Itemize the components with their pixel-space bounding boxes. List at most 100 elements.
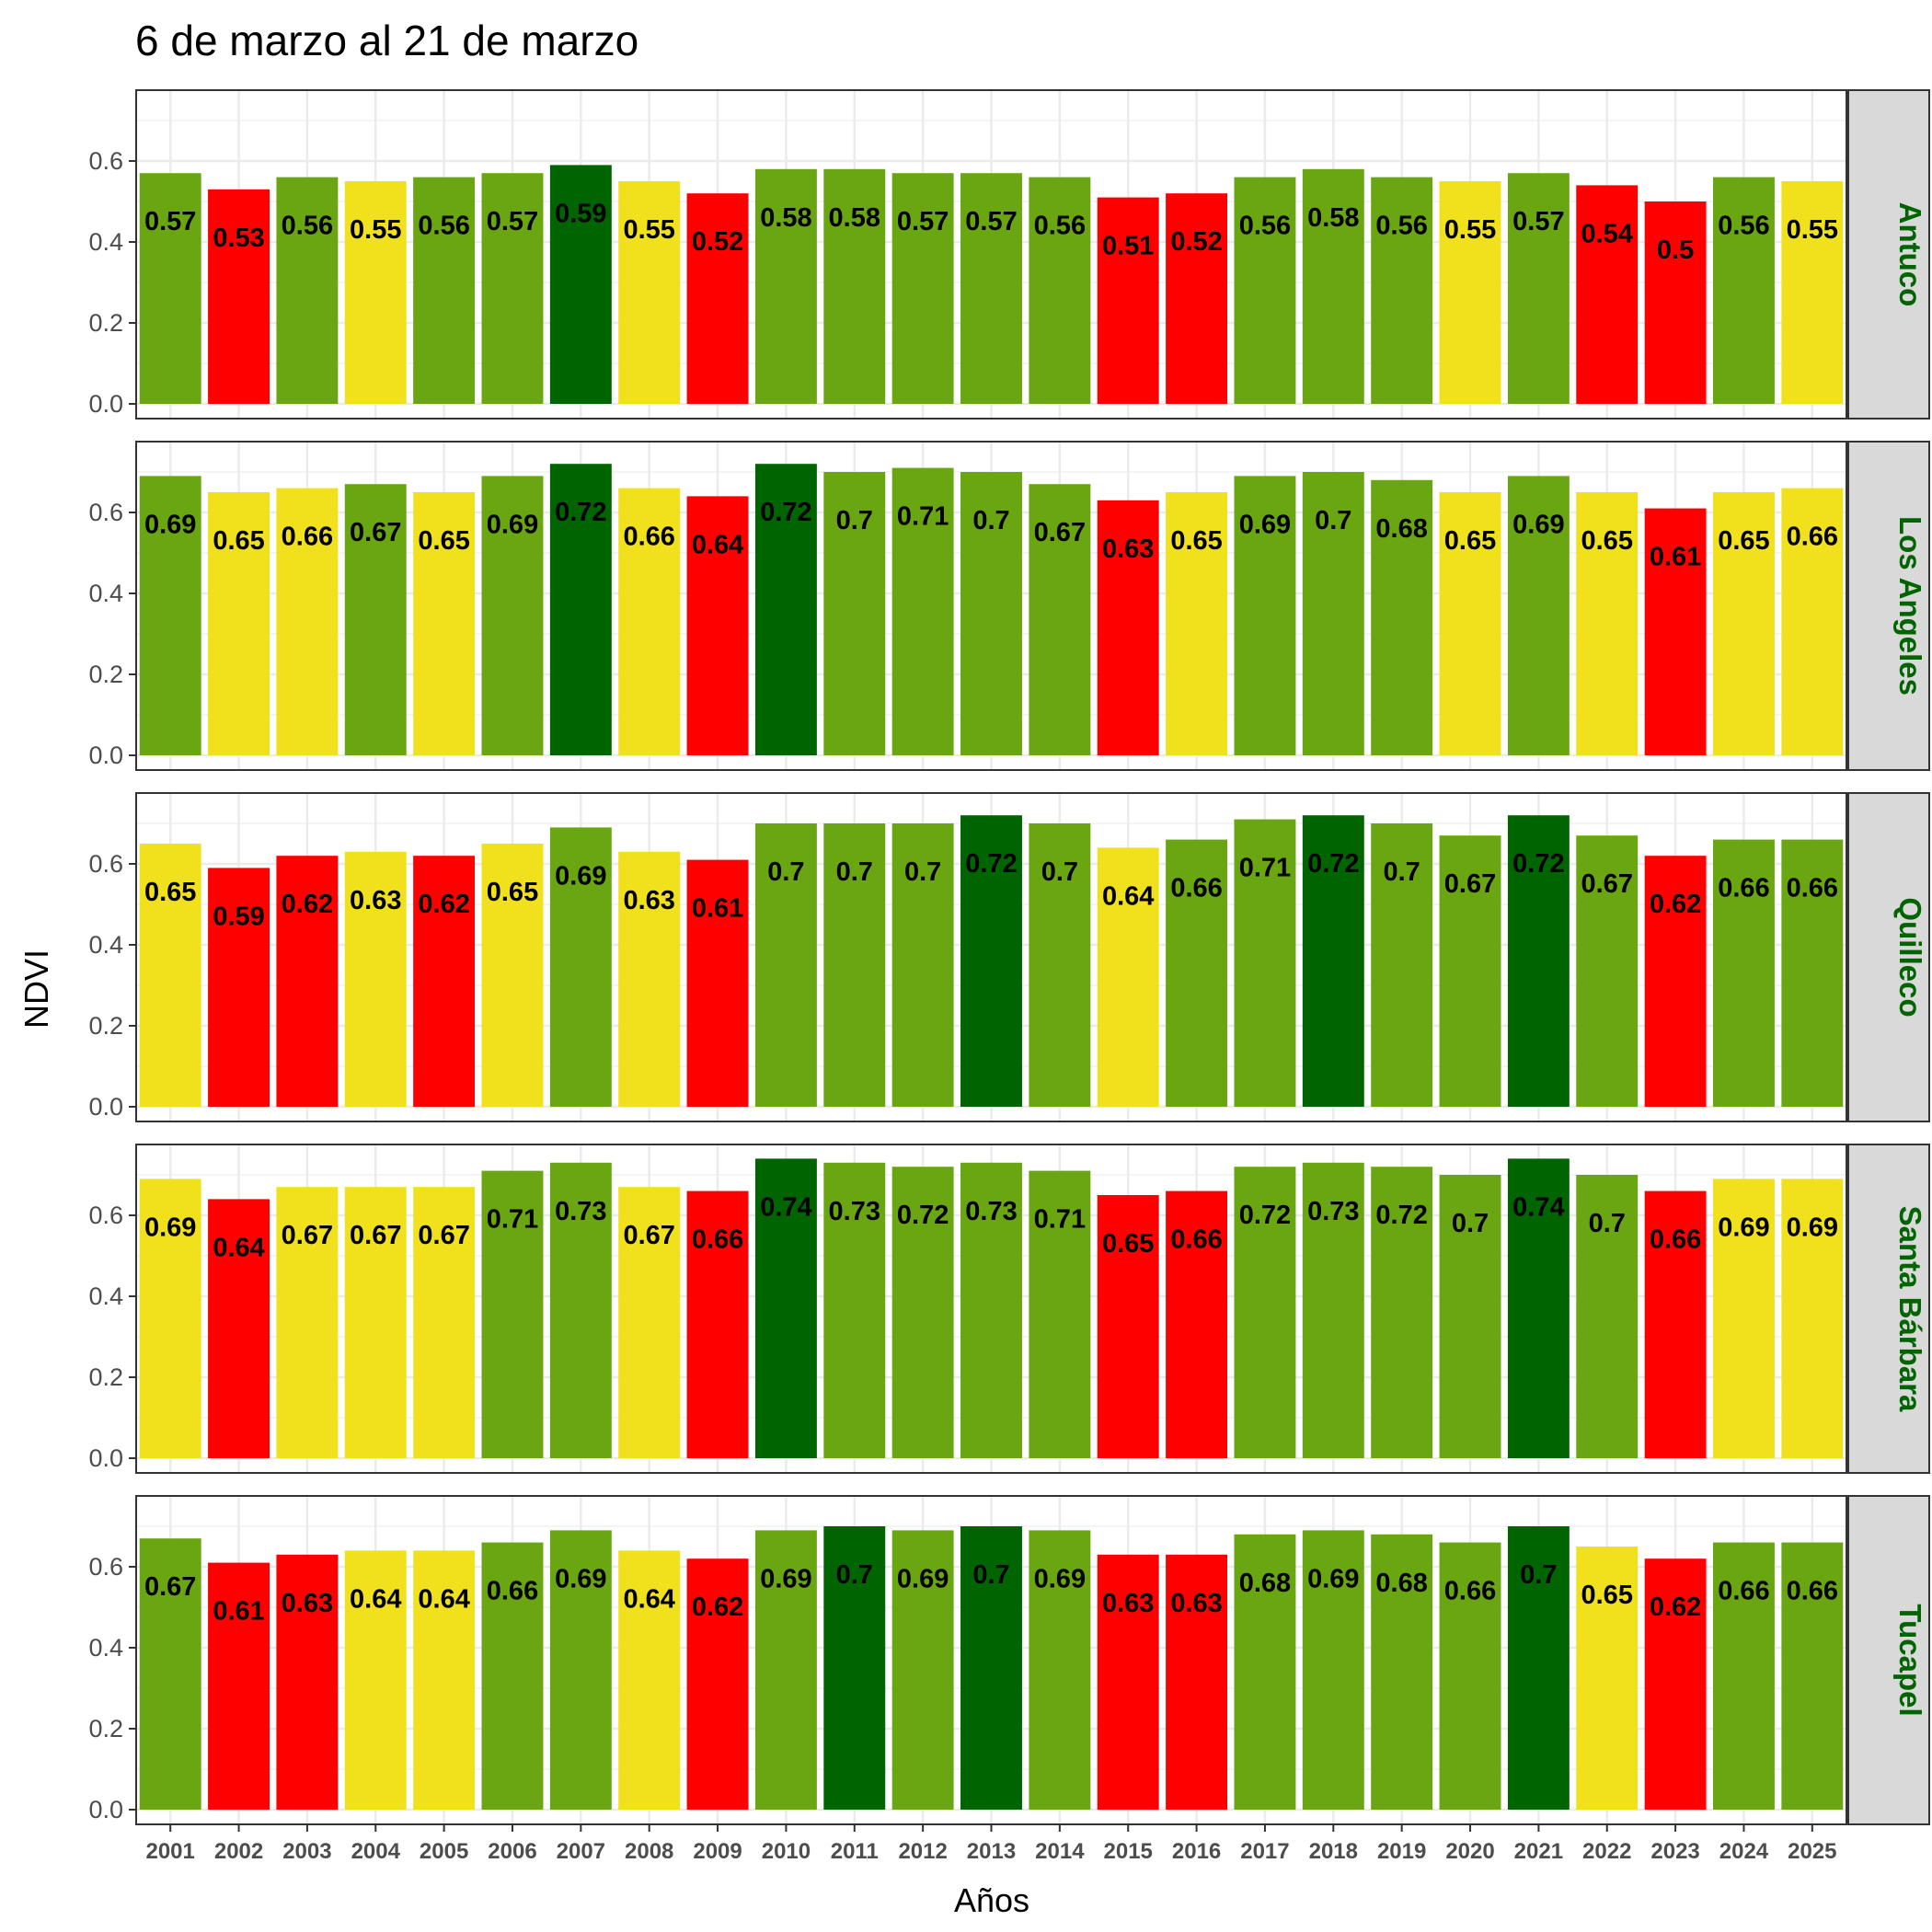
bar bbox=[1507, 815, 1570, 1107]
x-tick-label: 2025 bbox=[1788, 1839, 1836, 1864]
bar-value-label: 0.7 bbox=[1452, 1209, 1489, 1238]
bar-value-label: 0.63 bbox=[1102, 1589, 1154, 1618]
bar bbox=[1576, 1547, 1639, 1810]
bar-value-label: 0.56 bbox=[1239, 212, 1291, 241]
x-tick-label: 2010 bbox=[762, 1839, 811, 1864]
x-tick-label: 2013 bbox=[967, 1839, 1016, 1864]
bar-value-label: 0.57 bbox=[487, 207, 538, 236]
y-tick-label: 0.2 bbox=[88, 1715, 123, 1742]
bar-value-label: 0.67 bbox=[350, 1221, 401, 1250]
x-tick-label: 2001 bbox=[145, 1839, 194, 1864]
y-tick-label: 0.4 bbox=[88, 228, 123, 256]
bar-value-label: 0.66 bbox=[623, 523, 674, 552]
bar bbox=[1302, 815, 1364, 1107]
bar bbox=[1234, 476, 1296, 755]
bar-value-label: 0.59 bbox=[213, 902, 264, 931]
bar-value-label: 0.64 bbox=[1102, 881, 1154, 911]
bar-value-label: 0.62 bbox=[1650, 890, 1701, 919]
x-tick-label: 2017 bbox=[1240, 1839, 1289, 1864]
bar-value-label: 0.5 bbox=[1657, 236, 1694, 265]
bar-value-label: 0.61 bbox=[692, 894, 743, 924]
bar-value-label: 0.69 bbox=[144, 510, 196, 539]
bar-value-label: 0.65 bbox=[1581, 1581, 1633, 1610]
bar bbox=[891, 173, 954, 404]
y-tick-label: 0.4 bbox=[88, 1634, 123, 1662]
bar-value-label: 0.57 bbox=[897, 207, 949, 236]
facet-strip bbox=[1847, 441, 1930, 771]
facet-panel: 0.0 0.2 0.4 0.6 0.69 0.65 0.66 0.67 0.65 0.69 0.72… bbox=[88, 441, 1930, 771]
bar-value-label: 0.64 bbox=[418, 1584, 469, 1614]
bar-value-label: 0.69 bbox=[1239, 510, 1291, 539]
bar bbox=[481, 1170, 544, 1458]
bar-value-label: 0.58 bbox=[760, 203, 811, 233]
bar-value-label: 0.63 bbox=[623, 886, 674, 915]
bar bbox=[1712, 1542, 1775, 1810]
y-tick-label: 0.4 bbox=[88, 1282, 123, 1310]
bar-value-label: 0.7 bbox=[836, 506, 873, 535]
bar bbox=[208, 492, 270, 755]
bar-value-label: 0.7 bbox=[972, 1560, 1009, 1590]
bar-value-label: 0.69 bbox=[760, 1564, 811, 1593]
bar bbox=[1371, 177, 1433, 404]
bar bbox=[1097, 1554, 1159, 1810]
bar bbox=[344, 484, 407, 755]
bar bbox=[754, 168, 817, 404]
bar bbox=[1781, 488, 1844, 755]
bar-value-label: 0.56 bbox=[1034, 212, 1086, 241]
bar bbox=[1097, 847, 1159, 1107]
bar-value-label: 0.7 bbox=[1383, 857, 1420, 887]
y-tick-label: 0.6 bbox=[88, 1202, 123, 1229]
bar bbox=[1576, 185, 1639, 404]
bar-value-label: 0.66 bbox=[1650, 1225, 1701, 1255]
bar bbox=[1302, 472, 1364, 755]
bar bbox=[1439, 835, 1501, 1107]
panel-border bbox=[135, 441, 1847, 771]
bar bbox=[1712, 492, 1775, 755]
bar-value-label: 0.55 bbox=[623, 215, 674, 245]
bar bbox=[823, 823, 886, 1107]
bar-value-label: 0.66 bbox=[1787, 1577, 1838, 1606]
bar bbox=[960, 173, 1022, 404]
x-tick-label: 2016 bbox=[1172, 1839, 1221, 1864]
y-axis-title: NDVI bbox=[17, 949, 55, 1029]
bar-value-label: 0.69 bbox=[1034, 1564, 1086, 1593]
bar-value-label: 0.7 bbox=[972, 506, 1009, 535]
bar bbox=[1507, 1526, 1570, 1810]
bar-value-label: 0.66 bbox=[1787, 523, 1838, 552]
y-tick-label: 0.2 bbox=[88, 661, 123, 688]
y-tick-label: 0.6 bbox=[88, 1553, 123, 1581]
bar-value-label: 0.66 bbox=[692, 1225, 743, 1255]
bar-value-label: 0.72 bbox=[1239, 1201, 1291, 1230]
bar bbox=[1234, 819, 1296, 1107]
bar bbox=[208, 189, 270, 404]
bar bbox=[1439, 1542, 1501, 1810]
bar bbox=[413, 177, 476, 404]
bar-value-label: 0.64 bbox=[692, 530, 743, 559]
bar-value-label: 0.56 bbox=[1718, 212, 1769, 241]
bar-value-label: 0.69 bbox=[487, 510, 538, 539]
bar-value-label: 0.67 bbox=[282, 1221, 333, 1250]
bar bbox=[1644, 508, 1707, 755]
bar bbox=[618, 181, 681, 404]
bar-value-label: 0.69 bbox=[1718, 1213, 1769, 1242]
bar-value-label: 0.72 bbox=[1307, 849, 1359, 879]
bar bbox=[823, 168, 886, 404]
bar-value-label: 0.73 bbox=[965, 1197, 1017, 1226]
bar-value-label: 0.67 bbox=[1034, 518, 1086, 547]
bar bbox=[481, 476, 544, 755]
bar-value-label: 0.59 bbox=[555, 199, 606, 228]
bar-value-label: 0.63 bbox=[350, 886, 401, 915]
facet-strip-label: Quilleco bbox=[1893, 897, 1927, 1017]
bar bbox=[208, 1199, 270, 1458]
bar bbox=[208, 1562, 270, 1810]
x-tick-label: 2018 bbox=[1309, 1839, 1358, 1864]
y-tick-label: 0.4 bbox=[88, 580, 123, 607]
bar-value-label: 0.66 bbox=[282, 523, 333, 552]
y-tick-label: 0.2 bbox=[88, 309, 123, 337]
bar bbox=[1781, 1179, 1844, 1458]
bar-value-label: 0.69 bbox=[144, 1213, 196, 1242]
bar-value-label: 0.71 bbox=[487, 1205, 538, 1235]
bar-value-label: 0.56 bbox=[282, 212, 333, 241]
bar bbox=[891, 823, 954, 1107]
